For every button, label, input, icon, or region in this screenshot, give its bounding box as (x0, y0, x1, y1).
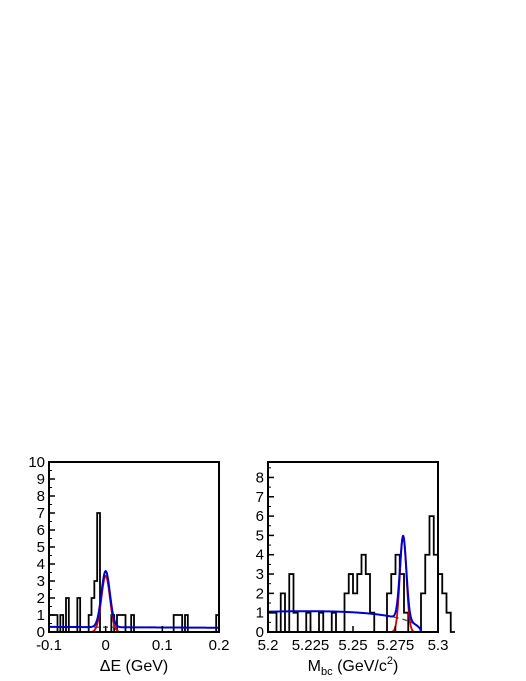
mbc-x-axis-title: Mbc (GeV/c2) (308, 655, 399, 678)
mbc-y-tick-label: 0 (256, 624, 264, 641)
delta-e-x-tick-label: -0.1 (36, 637, 62, 654)
mbc-total-fit (267, 535, 438, 633)
delta-e-y-tick-label: 10 (28, 454, 45, 471)
delta-e-y-tick-label: 1 (37, 607, 45, 624)
delta-e-histogram (48, 512, 220, 633)
delta-e-x-tick-label: 0.2 (209, 637, 230, 654)
mbc-x-tick-label: 5.3 (428, 637, 449, 654)
mbc-x-tick-label: 5.225 (292, 637, 330, 654)
delta-e-plot-area (48, 512, 220, 633)
delta-e-y-tick-label: 5 (37, 539, 45, 556)
delta-e-y-tick-label: 6 (37, 522, 45, 539)
delta-e-x-axis-title: ΔE (GeV) (100, 658, 168, 675)
mbc-y-tick-label: 4 (256, 547, 264, 564)
delta-e-y-tick-label: 0 (37, 624, 45, 641)
delta-e-y-tick-label: 4 (37, 556, 45, 573)
mbc-y-tick-label: 2 (256, 585, 264, 602)
mbc-x-tick-label: 5.275 (377, 637, 415, 654)
delta-e-total-fit (49, 569, 219, 629)
delta-e-y-tick-label: 9 (37, 471, 45, 488)
delta-e-y-tick-label: 8 (37, 488, 45, 505)
mbc-y-tick-label: 6 (256, 508, 264, 525)
mbc-y-tick-label: 1 (256, 605, 264, 622)
mbc-y-tick-label: 3 (256, 566, 264, 583)
delta-e-x-tick-label: 0 (101, 637, 109, 654)
mbc-y-tick-label: 8 (256, 469, 264, 486)
mbc-histogram (267, 515, 455, 633)
mbc-x-tick-label: 5.25 (338, 637, 367, 654)
mbc-plot-area (267, 515, 455, 633)
mbc-y-tick-label: 7 (256, 489, 264, 506)
delta-e-y-tick-label: 7 (37, 505, 45, 522)
mbc-y-ticks: 0 1 2 3 4 5 6 7 8 (256, 467, 274, 641)
mbc-x-tick-label: 5.2 (258, 637, 279, 654)
delta-e-frame (48, 461, 220, 633)
mbc-panel: 5.2 5.225 5.25 5.275 5.3 0 1 2 3 4 5 6 7 8 Mbc (GeV/… (256, 461, 455, 678)
delta-e-y-tick-label: 2 (37, 590, 45, 607)
delta-e-x-tick-label: 0.1 (152, 637, 173, 654)
mbc-x-ticks: 5.2 5.225 5.25 5.275 5.3 (258, 626, 449, 654)
delta-e-y-tick-label: 3 (37, 573, 45, 590)
delta-e-x-ticks: -0.1 0 0.1 0.2 (36, 626, 229, 654)
mbc-y-tick-label: 5 (256, 527, 264, 544)
